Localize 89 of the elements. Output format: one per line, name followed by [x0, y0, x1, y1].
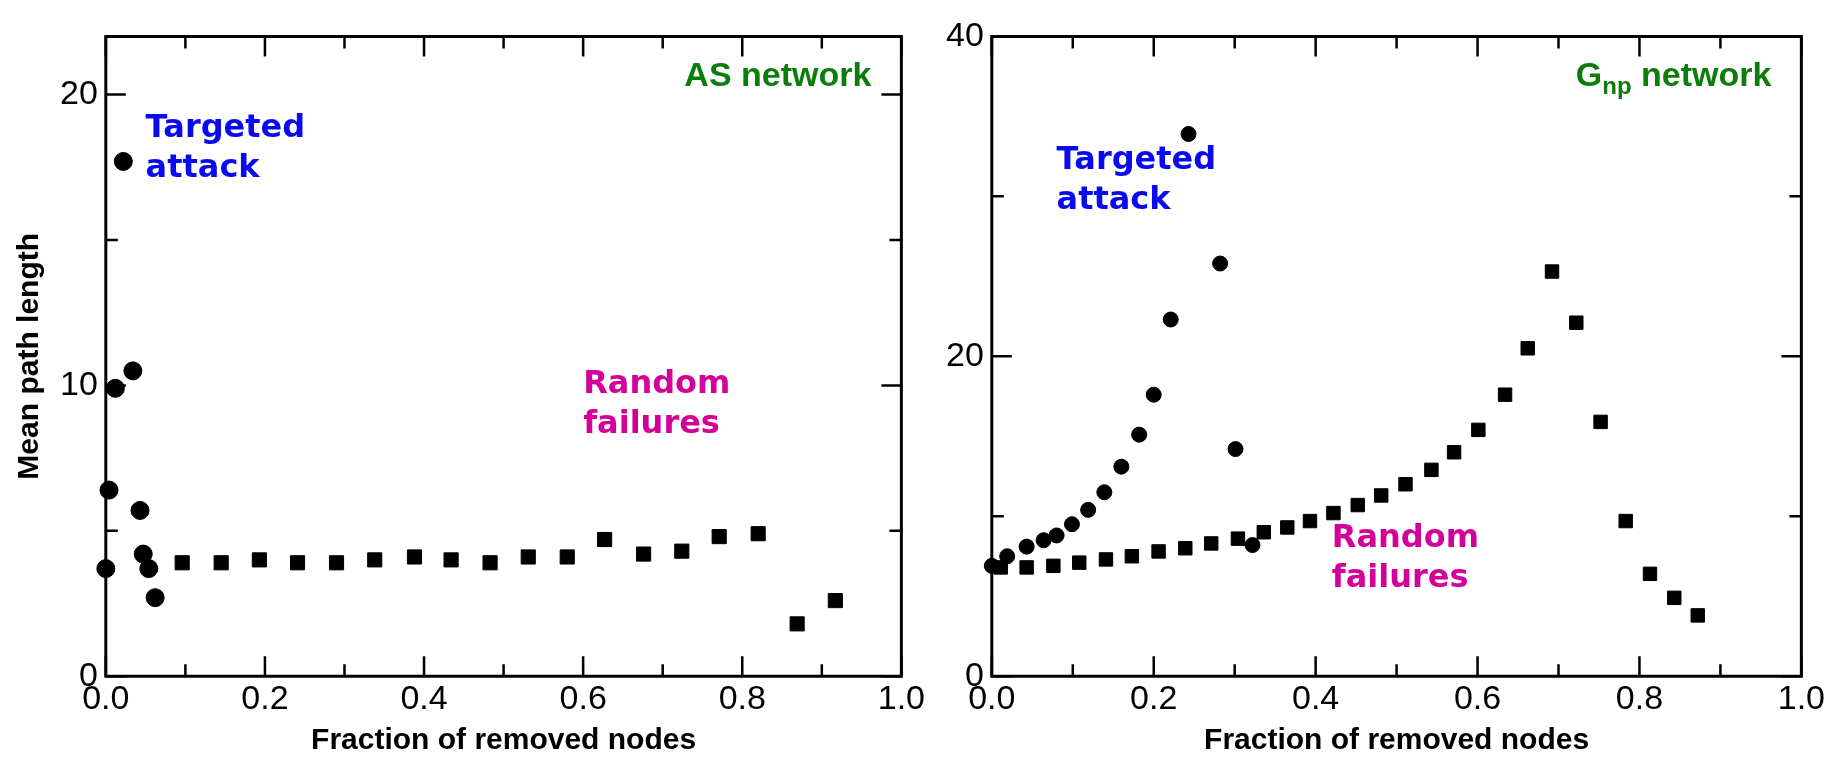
y-tick-label: 20 — [945, 334, 984, 373]
x-tick-label: 0.6 — [1453, 677, 1502, 716]
point — [1113, 458, 1130, 475]
x-tick-label: 0.4 — [400, 677, 448, 716]
x-tick-label: 0.8 — [1615, 677, 1664, 716]
series-label: Random failures — [1331, 516, 1480, 595]
point — [1018, 538, 1035, 555]
point — [597, 531, 613, 548]
y-tick-label: 40 — [945, 14, 984, 53]
point — [1151, 544, 1166, 559]
point — [1642, 566, 1658, 582]
point — [1569, 315, 1584, 330]
legend-label: Targeted attack — [145, 107, 306, 186]
y-tick-label: 20 — [59, 72, 98, 111]
point — [1203, 536, 1219, 551]
series-label: Targeted attack — [1056, 139, 1217, 218]
point — [1180, 125, 1197, 142]
point — [999, 548, 1016, 565]
point — [1063, 516, 1080, 533]
point — [1690, 608, 1705, 623]
point — [406, 549, 423, 565]
point — [1131, 426, 1148, 443]
point — [1035, 532, 1052, 549]
point — [1227, 441, 1244, 458]
x-tick-label: 0.8 — [718, 677, 766, 716]
point — [1098, 552, 1114, 567]
point — [1230, 531, 1246, 546]
y-axis-title: Mean path length — [11, 232, 45, 480]
point — [711, 529, 727, 545]
point — [1471, 422, 1486, 438]
x-axis-title: Fraction of removed nodes — [1204, 722, 1590, 756]
point — [1145, 386, 1162, 403]
point — [328, 555, 345, 571]
y-tick-label: 10 — [59, 363, 98, 402]
x-tick-label: 1.0 — [877, 677, 925, 716]
point — [520, 549, 536, 565]
point — [1326, 505, 1341, 521]
point — [1302, 513, 1318, 529]
point — [1446, 445, 1462, 460]
x-tick-label: 0.2 — [1130, 677, 1178, 716]
point — [1398, 477, 1413, 492]
point — [636, 546, 652, 562]
point — [1124, 549, 1140, 564]
point — [123, 361, 143, 381]
point — [1618, 513, 1633, 529]
point — [1520, 341, 1535, 356]
point — [133, 544, 153, 564]
point — [1544, 264, 1560, 279]
point — [559, 549, 575, 565]
point — [1280, 520, 1295, 535]
point — [443, 552, 459, 568]
point — [213, 555, 229, 571]
point — [1046, 558, 1061, 574]
text: Random failures — [583, 363, 731, 442]
x-tick-label: 0.6 — [559, 677, 607, 716]
point — [1256, 525, 1272, 540]
point — [789, 616, 805, 632]
point — [482, 555, 498, 571]
point — [1373, 488, 1389, 503]
x-tick-label: 1.0 — [1777, 677, 1825, 716]
point — [1080, 501, 1097, 518]
point — [1350, 497, 1365, 513]
point — [1072, 555, 1087, 570]
point — [174, 555, 190, 571]
x-tick-label: 0.4 — [1292, 677, 1340, 716]
x-tick-label: 0.2 — [241, 677, 289, 716]
point — [1667, 590, 1682, 606]
point — [1096, 484, 1113, 501]
point — [367, 552, 383, 568]
point — [750, 526, 766, 542]
point — [1212, 255, 1229, 272]
point — [1593, 414, 1608, 430]
x-axis-title: Fraction of removed nodes — [311, 722, 697, 756]
point — [1178, 541, 1193, 556]
point — [1424, 462, 1439, 478]
point — [289, 555, 306, 571]
point — [674, 543, 690, 559]
point — [113, 151, 133, 171]
point — [1019, 560, 1034, 575]
point — [139, 559, 159, 579]
point — [251, 552, 267, 568]
point — [130, 500, 150, 520]
point — [145, 588, 165, 608]
text: AS network — [684, 55, 872, 94]
point — [1244, 537, 1261, 554]
point — [1162, 311, 1179, 328]
point — [827, 593, 843, 609]
point — [1048, 527, 1065, 544]
point — [1497, 387, 1513, 402]
